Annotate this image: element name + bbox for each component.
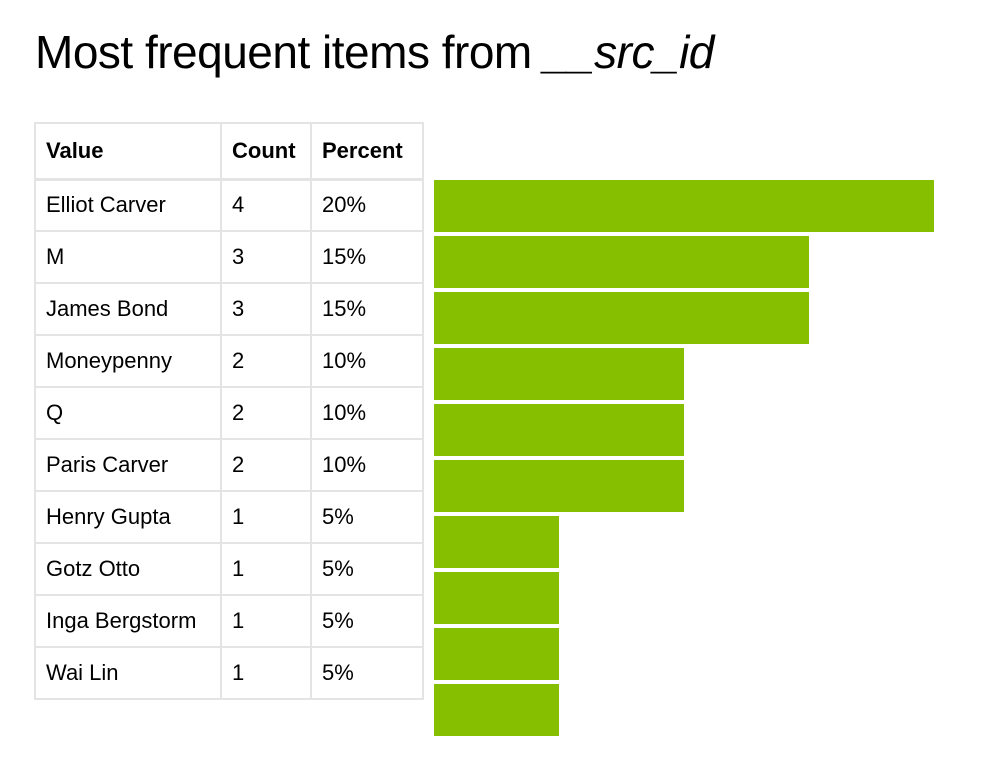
cell-value: Q xyxy=(34,386,222,440)
cell-count: 2 xyxy=(220,334,312,388)
cell-count: 1 xyxy=(220,594,312,648)
cell-value: Paris Carver xyxy=(34,438,222,492)
cell-count: 3 xyxy=(220,282,312,336)
table-row: Paris Carver 2 10% xyxy=(34,438,424,492)
cell-percent: 5% xyxy=(310,542,424,596)
header-count: Count xyxy=(220,122,312,180)
table-row: Gotz Otto 1 5% xyxy=(34,542,424,596)
page-title: Most frequent items from __src_id xyxy=(35,24,714,80)
header-percent: Percent xyxy=(310,122,424,180)
cell-count: 1 xyxy=(220,490,312,544)
frequency-table: Value Count Percent Elliot Carver 4 20% … xyxy=(34,122,424,700)
cell-value: James Bond xyxy=(34,282,222,336)
cell-value: M xyxy=(34,230,222,284)
cell-value: Gotz Otto xyxy=(34,542,222,596)
cell-percent: 10% xyxy=(310,386,424,440)
bar-paris-carver xyxy=(434,460,684,512)
table-header-row: Value Count Percent xyxy=(34,122,424,180)
table-row: Moneypenny 2 10% xyxy=(34,334,424,388)
bar-wai-lin xyxy=(434,684,559,736)
bar-henry-gupta xyxy=(434,516,559,568)
table-row: Q 2 10% xyxy=(34,386,424,440)
title-field: __src_id xyxy=(544,26,714,78)
cell-value: Henry Gupta xyxy=(34,490,222,544)
bar-inga-bergstorm xyxy=(434,628,559,680)
cell-value: Wai Lin xyxy=(34,646,222,700)
cell-percent: 10% xyxy=(310,438,424,492)
header-value: Value xyxy=(34,122,222,180)
cell-count: 1 xyxy=(220,542,312,596)
table-row: Henry Gupta 1 5% xyxy=(34,490,424,544)
table-row: Inga Bergstorm 1 5% xyxy=(34,594,424,648)
cell-count: 2 xyxy=(220,386,312,440)
table-row: Elliot Carver 4 20% xyxy=(34,178,424,232)
table-row: M 3 15% xyxy=(34,230,424,284)
table-row: James Bond 3 15% xyxy=(34,282,424,336)
bar-james-bond xyxy=(434,292,809,344)
cell-percent: 10% xyxy=(310,334,424,388)
cell-percent: 5% xyxy=(310,646,424,700)
cell-count: 3 xyxy=(220,230,312,284)
bar-moneypenny xyxy=(434,348,684,400)
bar-elliot-carver xyxy=(434,180,934,232)
cell-value: Inga Bergstorm xyxy=(34,594,222,648)
frequency-bar-chart xyxy=(434,180,954,740)
cell-percent: 20% xyxy=(310,178,424,232)
cell-count: 2 xyxy=(220,438,312,492)
bar-m xyxy=(434,236,809,288)
cell-count: 1 xyxy=(220,646,312,700)
bar-q xyxy=(434,404,684,456)
cell-value: Moneypenny xyxy=(34,334,222,388)
cell-percent: 5% xyxy=(310,490,424,544)
cell-percent: 15% xyxy=(310,282,424,336)
cell-count: 4 xyxy=(220,178,312,232)
cell-value: Elliot Carver xyxy=(34,178,222,232)
title-prefix: Most frequent items from xyxy=(35,26,544,78)
table-row: Wai Lin 1 5% xyxy=(34,646,424,700)
bar-gotz-otto xyxy=(434,572,559,624)
cell-percent: 15% xyxy=(310,230,424,284)
cell-percent: 5% xyxy=(310,594,424,648)
